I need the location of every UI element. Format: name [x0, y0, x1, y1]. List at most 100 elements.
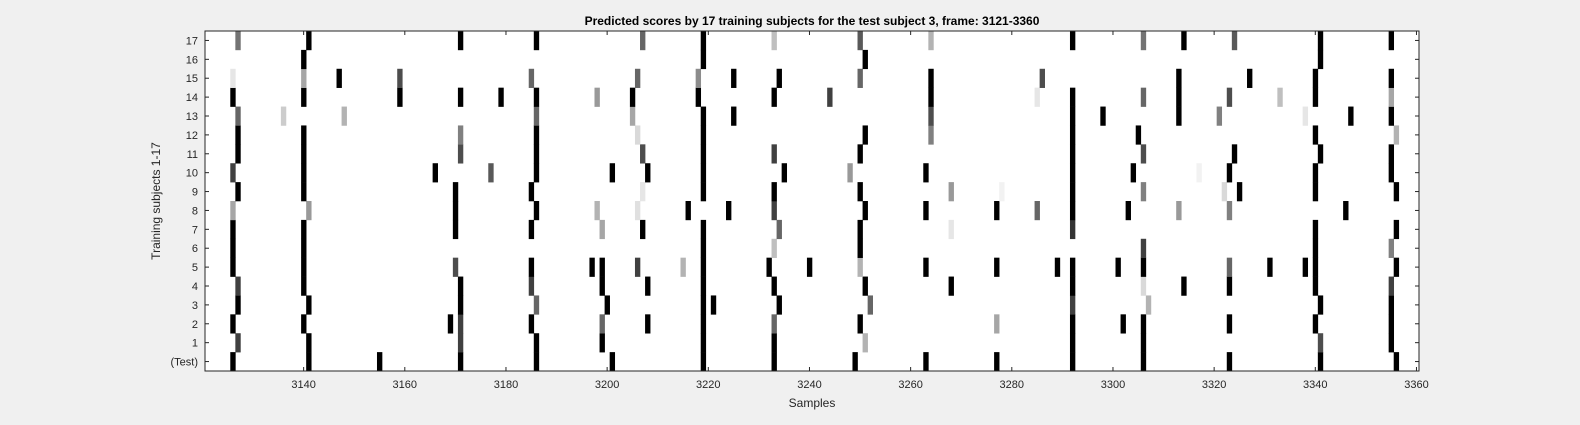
heatmap-cell — [599, 257, 605, 277]
heatmap-cell — [1388, 163, 1395, 183]
heatmap-cell — [1140, 257, 1147, 277]
heatmap-cell — [336, 68, 342, 88]
heatmap-cell — [640, 182, 646, 202]
heatmap-cell — [235, 31, 241, 51]
heatmap-cell — [1317, 295, 1324, 315]
x-tick-label: 3240 — [797, 379, 821, 391]
heatmap-cell — [1140, 352, 1147, 372]
heatmap-cell — [862, 276, 868, 296]
heatmap-cell — [928, 31, 934, 51]
y-tick-label: 7 — [192, 224, 198, 236]
heatmap-cell — [776, 219, 782, 240]
heatmap-cell — [928, 125, 934, 145]
heatmap-cell — [1069, 87, 1076, 107]
heatmap-cell — [599, 276, 605, 296]
y-tick-label: 6 — [192, 243, 198, 255]
heatmap-cell — [528, 276, 535, 296]
heatmap-cell — [604, 295, 610, 315]
heatmap-cell — [609, 163, 616, 183]
heatmap-cell — [700, 182, 707, 202]
heatmap-cell — [1317, 49, 1324, 70]
heatmap-cell — [776, 295, 782, 315]
heatmap-cell — [447, 314, 454, 334]
heatmap-cell — [731, 68, 737, 88]
heatmap-cell — [306, 295, 312, 315]
heatmap-cell — [533, 201, 540, 221]
heatmap-cell — [301, 314, 307, 334]
heatmap-cell — [640, 219, 646, 240]
y-tick-label: 14 — [186, 92, 198, 104]
heatmap-cell — [852, 352, 858, 372]
heatmap-cell — [948, 182, 954, 202]
heatmap-cell — [1393, 257, 1400, 277]
heatmap-cell — [452, 257, 459, 277]
heatmap-cell — [994, 352, 1000, 372]
heatmap-cell — [301, 182, 307, 202]
heatmap-cell — [230, 314, 236, 334]
heatmap-cell — [533, 295, 540, 315]
heatmap-cell — [301, 276, 307, 296]
y-tick-label: 17 — [186, 35, 198, 47]
heatmap-cell — [948, 219, 954, 240]
heatmap-cell — [1069, 295, 1076, 315]
heatmap-cell — [771, 352, 777, 372]
heatmap-cell — [235, 333, 241, 353]
heatmap-cell — [1140, 276, 1147, 296]
heatmap-cell — [776, 68, 782, 88]
heatmap-cell — [771, 87, 777, 107]
heatmap-cell — [1069, 257, 1076, 277]
heatmap-cell — [781, 163, 788, 183]
heatmap-cell — [1312, 257, 1319, 277]
heatmap-cell — [1221, 182, 1228, 202]
heatmap-cell — [928, 106, 934, 126]
heatmap-cell — [1140, 31, 1147, 51]
heatmap-cell — [629, 106, 636, 126]
heatmap-cell — [1267, 257, 1273, 277]
heatmap-cell — [862, 125, 868, 145]
heatmap-cell — [857, 31, 863, 51]
heatmap-cell — [857, 238, 863, 258]
heatmap-cell — [994, 201, 1000, 221]
heatmap-cell — [594, 87, 600, 107]
heatmap-cell — [1226, 257, 1233, 277]
x-tick-label: 3340 — [1303, 379, 1327, 391]
y-tick-label: 16 — [186, 54, 198, 66]
heatmap-cell — [301, 87, 307, 107]
heatmap-cell — [301, 163, 307, 183]
heatmap-cell — [700, 144, 707, 164]
heatmap-cell — [700, 333, 707, 353]
heatmap-cell — [700, 219, 707, 240]
heatmap-cell — [376, 352, 383, 372]
heatmap-cell — [923, 257, 929, 277]
heatmap-cell — [1069, 31, 1076, 51]
heatmap-cell — [1069, 314, 1076, 334]
heatmap-cell — [1120, 314, 1126, 334]
heatmap-cell — [235, 144, 241, 164]
heatmap-cell — [599, 314, 605, 334]
heatmap-cell — [640, 31, 646, 51]
heatmap-cell — [806, 257, 813, 277]
heatmap-marks — [230, 31, 1400, 372]
heatmap-cell — [634, 257, 641, 277]
heatmap-cell — [1181, 276, 1187, 296]
heatmap-cell — [700, 31, 707, 51]
heatmap-cell — [634, 201, 641, 221]
heatmap-cell — [1069, 352, 1076, 372]
heatmap-cell — [726, 201, 732, 221]
y-tick-label: 1 — [192, 338, 198, 350]
x-tick-label: 3220 — [696, 379, 720, 391]
y-tick-label: 5 — [192, 262, 198, 274]
heatmap-cell — [1196, 163, 1202, 183]
heatmap-cell — [533, 106, 540, 126]
heatmap-cell — [1277, 87, 1283, 107]
heatmap-cell — [1312, 238, 1319, 258]
heatmap-cell — [457, 352, 464, 372]
heatmap-cell — [533, 333, 540, 353]
heatmap-cell — [301, 49, 307, 70]
heatmap-cell — [1343, 201, 1349, 221]
heatmap-cell — [1302, 257, 1309, 277]
heatmap-cell — [1140, 238, 1147, 258]
heatmap-cell — [1312, 182, 1319, 202]
heatmap-cell — [301, 144, 307, 164]
heatmap-cell — [1388, 295, 1395, 315]
